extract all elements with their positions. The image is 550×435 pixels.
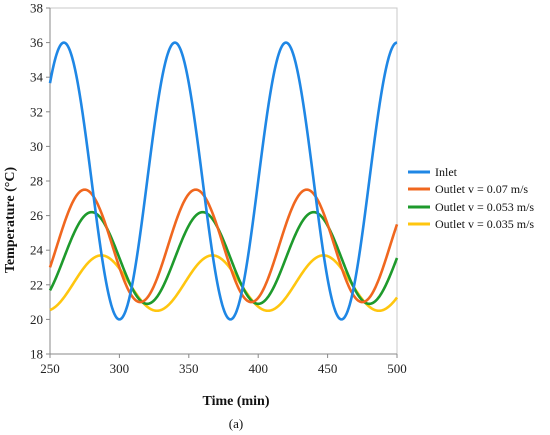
series-line-3 [49,254,399,313]
x-axis-title: Time (min) [202,394,269,409]
legend-label-inlet: Inlet [435,165,458,179]
legend: Inlet Outlet v = 0.07 m/s Outlet v = 0.0… [408,165,534,231]
legend-label-outlet-0035: Outlet v = 0.035 m/s [435,217,534,231]
series-line-0 [48,41,398,321]
legend-label-outlet-0053: Outlet v = 0.053 m/s [435,200,534,214]
y-axis-title: Temperature (°C) [3,167,18,274]
x-axis: 250 300 350 400 450 500 [40,354,407,376]
y-axis: 18 20 22 24 26 28 30 32 34 36 38 [30,1,50,362]
x-tick-label: 350 [179,361,199,376]
x-tick-label: 300 [110,361,130,376]
y-tick-label: 30 [30,139,43,154]
figure-caption: (a) [229,416,243,431]
y-tick-label: 28 [30,174,43,189]
y-tick-label: 24 [30,243,44,258]
plot-border [49,7,398,355]
x-tick-label: 500 [387,361,407,376]
plot-frame [49,7,398,355]
y-tick-label: 18 [30,347,43,362]
y-tick-label: 26 [30,208,44,223]
y-tick-label: 34 [30,70,44,85]
x-tick-label: 250 [40,361,60,376]
legend-label-outlet-007: Outlet v = 0.07 m/s [435,182,528,196]
x-tick-label: 450 [318,361,338,376]
y-tick-label: 36 [30,35,44,50]
y-tick-label: 38 [30,1,43,16]
y-tick-label: 20 [30,312,43,327]
series-line-1 [48,188,399,304]
y-tick-label: 32 [30,104,43,119]
y-tick-label: 22 [30,277,43,292]
series-lines [48,41,399,321]
x-tick-label: 400 [248,361,268,376]
